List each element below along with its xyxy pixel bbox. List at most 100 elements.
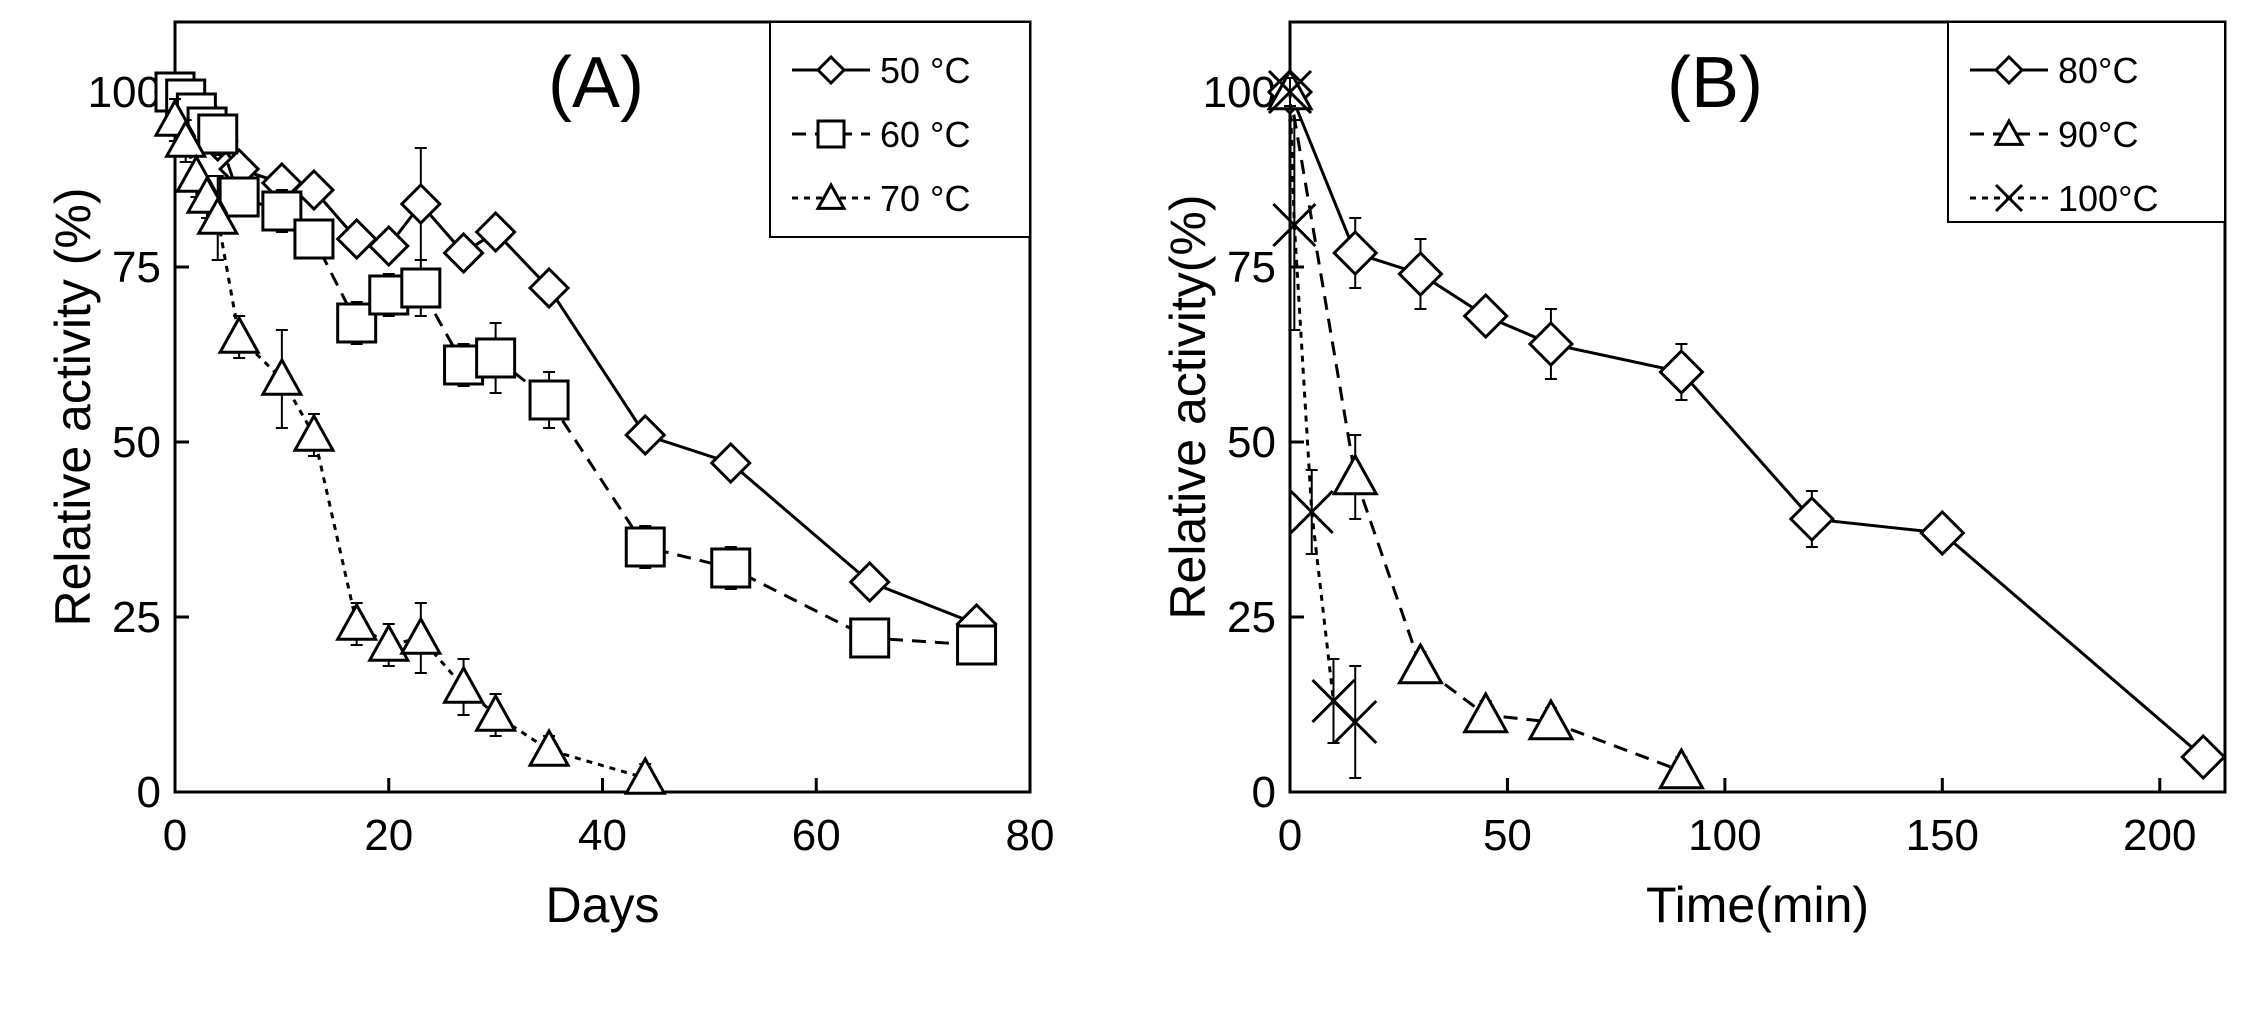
legend-item: 80°C bbox=[1970, 50, 2138, 91]
data-point-square bbox=[261, 190, 303, 232]
data-point-cross bbox=[1267, 69, 1313, 115]
x-axis-title: Time(min) bbox=[1646, 877, 1869, 933]
x-axis-title: Days bbox=[546, 877, 660, 933]
data-point-triangle bbox=[1527, 697, 1575, 741]
y-tick-label: 50 bbox=[1227, 418, 1276, 467]
legend-box bbox=[769, 21, 1031, 238]
data-point-triangle bbox=[367, 622, 411, 662]
x-tick-label: 60 bbox=[792, 811, 841, 860]
legend-item: 70 °C bbox=[792, 178, 970, 219]
legend-label: 90°C bbox=[2058, 114, 2138, 155]
y-axis-title: Relative activity(%) bbox=[1160, 194, 1216, 619]
legend-marker-cross bbox=[1994, 183, 2024, 213]
data-point-diamond bbox=[367, 224, 410, 268]
data-point-diamond bbox=[1462, 292, 1509, 340]
x-tick-label: 20 bbox=[364, 811, 413, 860]
data-point-diamond bbox=[1788, 495, 1835, 543]
panel-label: (A) bbox=[548, 43, 644, 123]
data-point-square bbox=[624, 526, 666, 568]
y-tick-label: 75 bbox=[1227, 243, 1276, 292]
y-tick-label: 75 bbox=[112, 243, 161, 292]
legend-item: 60 °C bbox=[792, 114, 970, 155]
data-point-diamond bbox=[527, 266, 571, 310]
y-tick-label: 0 bbox=[137, 768, 161, 817]
legend-item: 50 °C bbox=[792, 50, 970, 91]
data-point-cross bbox=[1272, 202, 1317, 248]
x-tick-label: 40 bbox=[578, 811, 627, 860]
series-3 bbox=[1267, 69, 1378, 779]
legend-box bbox=[1947, 21, 2226, 223]
data-point-triangle bbox=[335, 601, 379, 641]
data-point-diamond bbox=[848, 560, 891, 604]
legend-marker-square bbox=[816, 119, 846, 149]
data-point-square bbox=[218, 176, 260, 218]
legend-label: 50 °C bbox=[880, 50, 970, 91]
data-point-cross bbox=[1289, 489, 1334, 535]
data-point-triangle bbox=[474, 692, 518, 732]
data-point-triangle bbox=[1331, 452, 1379, 496]
legend-label: 60 °C bbox=[880, 114, 970, 155]
data-point-diamond bbox=[474, 210, 517, 254]
y-tick-label: 25 bbox=[112, 593, 161, 642]
legend-marker-diamond bbox=[1993, 54, 2025, 86]
data-point-diamond bbox=[1658, 348, 1705, 396]
x-tick-label: 100 bbox=[1688, 811, 1761, 860]
data-point-triangle bbox=[623, 755, 667, 795]
y-axis-title: Relative activity (%) bbox=[45, 188, 101, 627]
series-line bbox=[1288, 91, 1682, 773]
legend-marker-diamond bbox=[815, 54, 847, 86]
x-tick-label: 0 bbox=[163, 811, 187, 860]
data-point-square bbox=[528, 379, 570, 421]
x-tick-label: 200 bbox=[2123, 811, 2196, 860]
data-point-diamond bbox=[624, 413, 667, 457]
data-point-diamond bbox=[292, 168, 336, 212]
series-3 bbox=[153, 97, 667, 795]
data-point-diamond bbox=[442, 231, 485, 275]
legend-label: 70 °C bbox=[880, 178, 970, 219]
data-point-diamond bbox=[399, 182, 442, 226]
data-point-diamond bbox=[335, 217, 378, 261]
data-point-diamond bbox=[1332, 229, 1379, 277]
data-point-triangle bbox=[217, 314, 261, 354]
data-point-triangle bbox=[1396, 641, 1445, 685]
x-tick-label: 0 bbox=[1278, 811, 1302, 860]
data-point-diamond bbox=[1397, 250, 1444, 298]
data-point-square bbox=[710, 547, 752, 589]
legend-label: 80°C bbox=[2058, 50, 2138, 91]
legend-label: 100°C bbox=[2058, 178, 2158, 219]
data-point-square bbox=[475, 337, 517, 379]
legend: 50 °C 60 °C 70 °C bbox=[769, 21, 1031, 238]
y-tick-label: 100 bbox=[88, 68, 161, 117]
plot-frame bbox=[1288, 20, 2227, 794]
data-point-triangle bbox=[260, 356, 304, 396]
data-point-diamond bbox=[2180, 733, 2227, 781]
data-point-diamond bbox=[1919, 509, 1966, 557]
x-tick-label: 150 bbox=[1906, 811, 1979, 860]
data-point-diamond bbox=[1527, 320, 1575, 368]
data-point-square bbox=[197, 113, 239, 155]
legend-marker-triangle bbox=[815, 181, 847, 210]
panel-a: 0 20 40 60 80 0 25 50 75 100 Days Relative activity… bbox=[45, 20, 1055, 933]
data-point-triangle bbox=[292, 412, 336, 452]
data-point-triangle bbox=[1462, 690, 1510, 734]
legend-marker-triangle bbox=[1993, 117, 2025, 146]
data-point-triangle bbox=[196, 195, 240, 235]
legend: 80°C 90°C 100°C bbox=[1947, 21, 2226, 223]
y-tick-label: 100 bbox=[1203, 68, 1276, 117]
data-point-cross bbox=[1333, 699, 1378, 745]
y-tick-label: 25 bbox=[1227, 593, 1276, 642]
data-point-triangle bbox=[1657, 746, 1705, 790]
x-tick-label: 80 bbox=[1006, 811, 1055, 860]
y-tick-label: 50 bbox=[112, 418, 161, 467]
data-point-triangle bbox=[164, 118, 208, 158]
data-point-triangle bbox=[442, 664, 486, 704]
data-point-diamond bbox=[709, 441, 752, 485]
y-tick-label: 0 bbox=[1252, 768, 1276, 817]
panel-label: (B) bbox=[1667, 43, 1763, 123]
data-point-square bbox=[849, 617, 891, 659]
panel-b: 0 50 100 150 200 0 25 50 75 100 Time(min) Relative … bbox=[1160, 20, 2227, 933]
data-point-square bbox=[400, 267, 442, 309]
legend-item: 90°C bbox=[1970, 114, 2138, 155]
data-point-triangle bbox=[527, 727, 571, 767]
